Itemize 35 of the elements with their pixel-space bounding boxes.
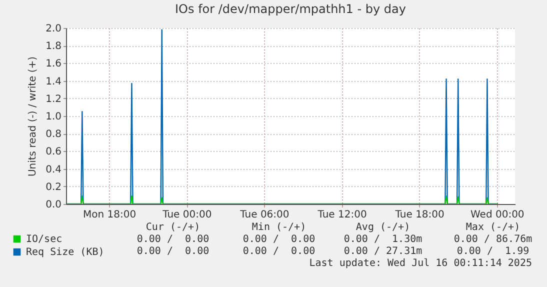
text: 0.00 / 0.00 bbox=[136, 234, 210, 246]
y-tick-label: 1.8 bbox=[46, 41, 62, 52]
text: 0.00 / 0.00 bbox=[136, 246, 210, 258]
text: Avg (-/+) bbox=[356, 222, 410, 234]
y-tick-label: 1.0 bbox=[46, 112, 62, 122]
legend-label: IO/sec bbox=[26, 234, 62, 245]
y-tick-label: 0.8 bbox=[46, 129, 62, 140]
x-tick-label: Tue 00:00 bbox=[162, 210, 212, 220]
text: Min (-/+) bbox=[252, 222, 306, 234]
x-tick-label: Tue 12:00 bbox=[316, 210, 367, 220]
y-tick-label: 1.4 bbox=[46, 76, 62, 88]
text: 0.00 / 1.99 bbox=[456, 246, 530, 258]
text: 0.00 / 1.30m bbox=[344, 234, 422, 246]
x-tick-label: Tue 06:00 bbox=[239, 210, 290, 220]
x-tick-label: Mon 18:00 bbox=[83, 210, 136, 220]
y-tick-label: 0.4 bbox=[46, 164, 62, 176]
text: Max (-/+) bbox=[466, 222, 520, 234]
line-series bbox=[66, 195, 499, 204]
text: Last update: Wed Jul 16 00:11:14 2025 bbox=[309, 258, 532, 270]
chart-title: IOs for /dev/mapper/mpathh1 - by day bbox=[175, 2, 406, 16]
text: 0.00 / 0.00 bbox=[242, 234, 316, 246]
text: 0.00 / 27.31m bbox=[344, 246, 422, 258]
legend-label: Req Size (KB) bbox=[26, 247, 104, 258]
text: Cur (-/+) bbox=[146, 222, 200, 234]
y-tick-label: 0.2 bbox=[46, 182, 62, 193]
y-tick-label: 1.6 bbox=[46, 58, 62, 70]
x-tick-label: Wed 00:00 bbox=[470, 210, 524, 220]
y-tick-label: 0.6 bbox=[46, 146, 62, 158]
y-tick-label: 1.2 bbox=[46, 94, 62, 105]
y-axis-title: Units read (-) / write (+) bbox=[28, 56, 39, 177]
text: 0.00 / 86.76m bbox=[454, 234, 532, 246]
y-tick-label: 2.0 bbox=[46, 24, 62, 34]
text: 0.00 / 0.00 bbox=[242, 246, 316, 258]
y-tick-label: 0.0 bbox=[46, 200, 62, 210]
x-tick-label: Tue 18:00 bbox=[394, 210, 444, 220]
